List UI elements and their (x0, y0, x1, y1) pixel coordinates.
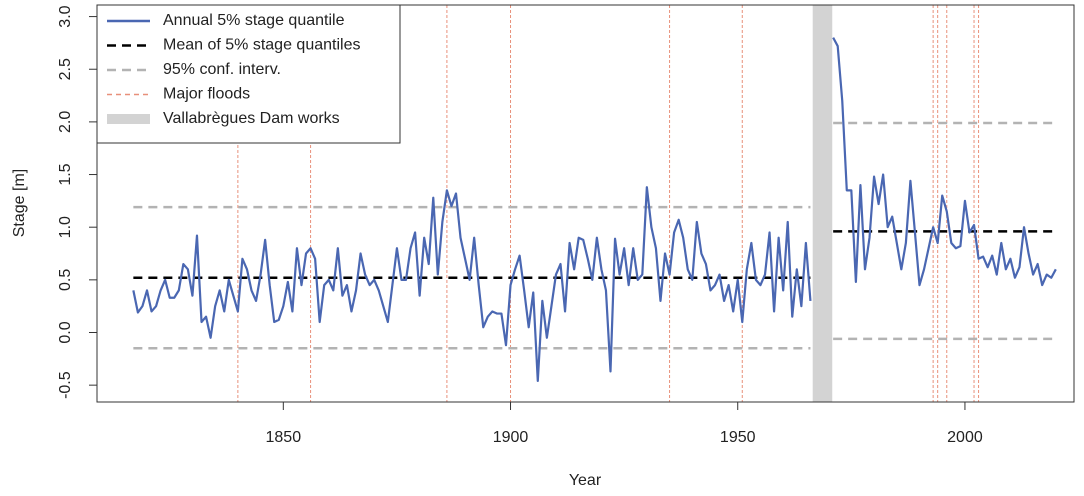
x-tick-label: 1850 (266, 429, 302, 446)
legend-label: Mean of 5% stage quantiles (163, 37, 360, 54)
legend-label: 95% conf. interv. (163, 61, 281, 78)
x-axis-label: Year (569, 472, 602, 489)
legend-label: Annual 5% stage quantile (163, 12, 345, 29)
y-tick-label: 2.5 (57, 58, 74, 80)
legend-label: Vallabrègues Dam works (163, 110, 340, 127)
legend-label: Major floods (163, 86, 250, 103)
y-tick-label: 1.5 (57, 163, 74, 185)
x-tick-label: 2000 (947, 429, 983, 446)
plot-frame (96, 4, 1075, 403)
y-tick-label: 3.0 (57, 5, 74, 27)
y-tick-label: -0.5 (57, 371, 74, 399)
y-tick-label: 0.0 (57, 321, 74, 343)
dam-works-band (812, 5, 833, 402)
y-tick-label: 1.0 (57, 216, 74, 238)
y-axis-label: Stage [m] (11, 169, 28, 237)
series-line (132, 37, 1057, 383)
y-tick-label: 2.0 (57, 111, 74, 133)
x-tick-label: 1950 (720, 429, 756, 446)
x-tick-label: 1900 (493, 429, 529, 446)
y-tick-label: 0.5 (57, 269, 74, 291)
